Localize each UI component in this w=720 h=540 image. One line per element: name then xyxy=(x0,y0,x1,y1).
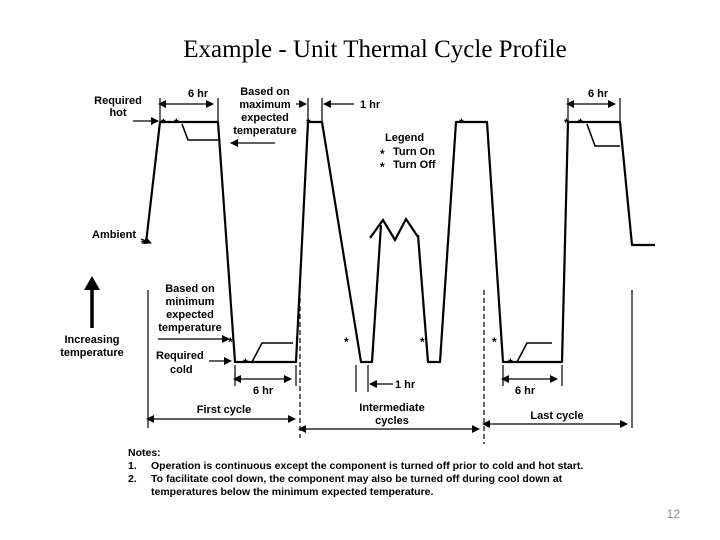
svg-text:*: * xyxy=(420,335,425,349)
intermediate-cycles-label-1: Intermediate xyxy=(359,402,424,414)
legend-turn-on: Turn On xyxy=(393,146,435,158)
svg-text:*: * xyxy=(228,335,233,349)
svg-text:*: * xyxy=(174,116,179,130)
duration-top-middle: 1 hr xyxy=(360,99,381,111)
required-cold-label-2: cold xyxy=(170,364,193,376)
hot-dwell-trace-first xyxy=(181,123,218,141)
required-hot-label-2: hot xyxy=(109,107,126,119)
dim-top-middle xyxy=(296,98,354,124)
based-on-max-2: maximum xyxy=(239,99,291,111)
dim-bottom-right xyxy=(501,365,563,386)
duration-bottom-left: 6 hr xyxy=(253,385,274,397)
based-on-min-1: Based on xyxy=(165,283,215,295)
first-cycle-label: First cycle xyxy=(197,404,251,416)
note-2-number: 2. xyxy=(128,473,137,485)
turn-on-marker-icon: * xyxy=(380,147,385,161)
svg-text:*: * xyxy=(508,356,513,370)
break-mark xyxy=(369,216,419,243)
slide-title: Example - Unit Thermal Cycle Profile xyxy=(183,36,567,63)
required-hot-label-1: Required xyxy=(94,95,142,107)
note-1-text: Operation is continuous except the compo… xyxy=(151,460,583,472)
based-on-max-4: temperature xyxy=(233,125,297,137)
dim-top-left xyxy=(158,98,219,124)
duration-top-right: 6 hr xyxy=(588,88,609,100)
turn-off-marker-icon: * xyxy=(380,160,385,174)
dim-bottom-left xyxy=(233,365,297,386)
ambient-arrow xyxy=(140,236,152,245)
intermediate-cycles-label-2: cycles xyxy=(375,415,409,427)
dim-top-right xyxy=(566,98,621,124)
ambient-label: Ambient xyxy=(92,229,136,241)
temperature-profile-line xyxy=(144,120,383,364)
based-on-max-3: expected xyxy=(241,112,289,124)
note-2-text-2: temperatures below the minimum expected … xyxy=(151,486,433,498)
increasing-temperature-label-2: temperature xyxy=(60,347,124,359)
duration-bottom-middle: 1 hr xyxy=(395,379,416,391)
legend-turn-off: Turn Off xyxy=(393,159,436,171)
duration-bottom-right: 6 hr xyxy=(515,385,536,397)
notes-heading: Notes: xyxy=(128,447,161,459)
legend-title: Legend xyxy=(385,132,424,144)
increasing-temperature-label-1: Increasing xyxy=(64,334,119,346)
last-cycle-label: Last cycle xyxy=(530,410,583,422)
svg-text:*: * xyxy=(344,335,349,349)
required-cold-label-1: Required xyxy=(156,350,204,362)
temperature-profile-line-2 xyxy=(416,120,655,364)
page-number: 12 xyxy=(666,507,680,521)
based-on-min-3: expected xyxy=(166,309,214,321)
svg-text:*: * xyxy=(459,116,464,130)
dim-bottom-middle xyxy=(355,365,393,392)
based-on-min-4: temperature xyxy=(158,322,222,334)
svg-text:*: * xyxy=(492,335,497,349)
svg-text:*: * xyxy=(161,116,166,130)
based-on-max-1: Based on xyxy=(240,86,290,98)
cold-dwell-trace-first xyxy=(251,342,293,363)
note-1-number: 1. xyxy=(128,460,137,472)
cycle-span-markers xyxy=(146,290,633,444)
svg-text:*: * xyxy=(243,356,248,370)
note-2-text-1: To facilitate cool down, the component m… xyxy=(151,473,563,485)
based-on-min-2: minimum xyxy=(166,296,215,308)
increasing-temperature-arrowhead xyxy=(84,276,100,290)
cold-dwell-trace-last xyxy=(516,342,552,363)
svg-text:*: * xyxy=(578,116,583,130)
svg-text:*: * xyxy=(564,116,569,130)
hot-dwell-trace-last xyxy=(586,123,620,147)
duration-top-left: 6 hr xyxy=(188,88,209,100)
